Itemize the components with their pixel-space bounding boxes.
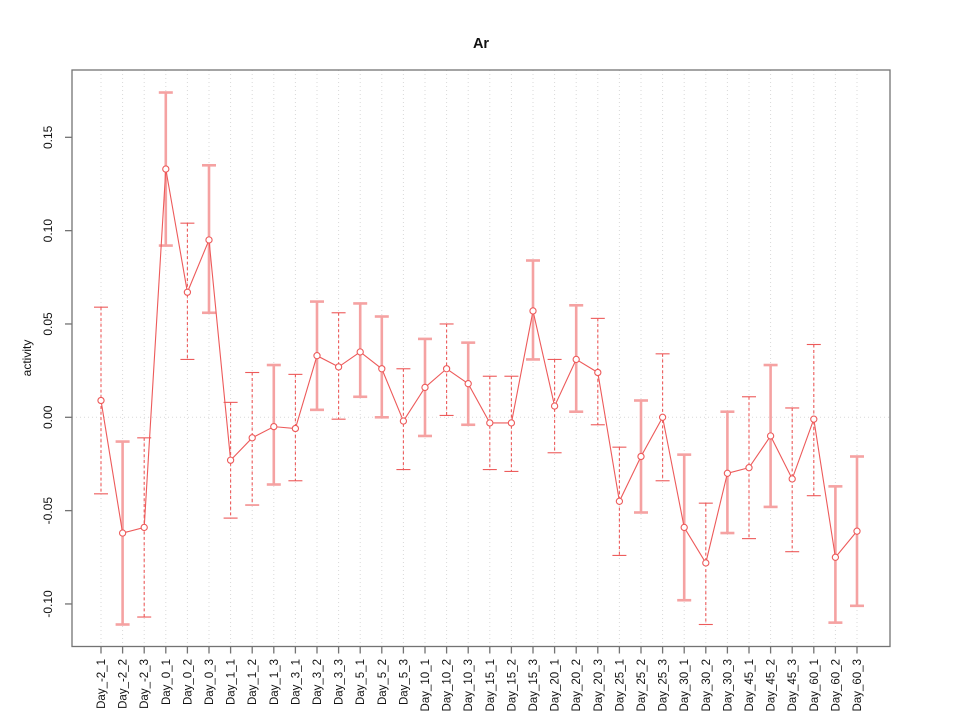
data-point-marker [291,424,300,433]
data-point-marker [831,553,840,561]
x-tick-label: Day_60_1 [809,659,821,711]
error-bar [612,446,627,556]
data-point-marker [421,383,429,392]
y-tick-label: 0.05 [41,312,55,336]
error-bar [590,317,605,426]
x-tick-label: Day_25_3 [658,659,670,711]
axes: -0.10 -0.05 0.00 0.05 0.10 0.15 Day_-2_1 Day_-2… [41,125,864,711]
x-tick-label: Day_30_1 [679,659,691,711]
data-point-marker [183,288,192,296]
y-tick-label: 0.00 [41,405,55,429]
x-tick-label: Day_20_2 [571,659,583,711]
data-point-marker [97,396,105,405]
error-bar [94,306,108,495]
data-point-marker [270,422,278,431]
x-tick-label: Day_5_2 [377,659,389,705]
x-tick-label: Day_1_3 [269,659,281,705]
data-point-marker [810,415,818,423]
data-point-marker [788,475,796,483]
data-point-marker [615,497,624,505]
chart-title: Ar [472,36,490,52]
data-point-marker [205,236,213,244]
x-tick-label: Day_30_2 [701,659,713,711]
data-points [97,165,861,567]
x-tick-label: Day_60_2 [830,659,842,711]
data-point-marker [356,348,364,356]
y-tick-label: 0.15 [41,125,55,149]
x-tick-label: Day_45_2 [766,659,778,711]
x-tick-label: Day_45_1 [744,659,756,711]
data-point-marker [702,559,710,567]
error-bar [331,312,346,420]
data-point-marker [248,434,256,442]
x-tick-label: Day_25_2 [636,659,648,711]
data-point-marker [140,523,148,532]
x-tick-label: Day_0_3 [204,659,216,705]
data-point-marker [334,363,343,371]
data-point-marker [594,368,602,377]
x-tick-label: Day_45_3 [787,659,799,711]
y-tick-label: -0.05 [41,497,55,525]
x-tick-label: Day_20_3 [593,659,605,711]
x-tick-label: Day_30_3 [722,659,734,711]
x-tick-label: Day_1_1 [226,659,238,705]
data-point-marker [658,413,667,421]
data-point-marker [464,380,472,388]
y-tick-label: -0.10 [41,590,55,618]
x-tick-label: Day_3_2 [312,659,324,705]
x-tick-label: Day_15_1 [485,659,497,711]
data-point-marker [118,529,127,537]
x-tick-label: Day_20_1 [550,659,562,711]
data-point-marker [680,523,688,532]
data-point-marker [529,307,537,315]
x-tick-label: Day_5_3 [398,659,410,705]
data-point-marker [486,419,494,427]
data-point-marker [745,464,753,472]
x-tick-label: Day_25_1 [614,659,626,711]
error-bar [806,343,821,497]
x-tick-label: Day_5_1 [355,659,367,705]
data-point-marker [162,165,170,173]
y-tick-label: 0.10 [41,219,55,243]
x-tick-label: Day_0_1 [161,659,173,705]
x-tick-label: Day_-2_3 [139,659,151,709]
x-tick-label: Day_10_3 [463,659,475,711]
x-tick-label: Day_10_1 [420,659,432,711]
data-point-marker [313,352,321,360]
x-tick-label: Day_10_2 [442,659,454,711]
x-tick-label: Day_-2_2 [118,659,130,709]
x-tick-label: Day_15_3 [528,659,540,711]
gridlines [72,70,890,647]
plot-border [71,69,891,648]
error-bar [504,375,519,472]
data-point-marker [226,456,235,464]
data-point-marker [399,417,408,425]
x-tick-label: Day_0_2 [182,659,194,705]
data-point-marker [378,365,386,373]
x-tick-label: Day_60_3 [852,659,864,711]
data-point-marker [442,365,451,373]
data-point-marker [637,452,645,461]
data-point-marker [853,527,861,535]
x-tick-label: Day_15_2 [506,659,518,711]
data-point-marker [766,432,775,440]
error-bar [288,373,303,482]
data-point-marker [550,402,559,410]
error-bar [742,396,756,540]
x-tick-label: Day_1_2 [247,659,259,705]
data-point-marker [723,469,732,477]
series-line [100,168,858,565]
data-point-marker [507,419,516,427]
x-tick-label: Day_3_1 [290,659,302,705]
x-tick-label: Day_-2_1 [96,659,108,709]
x-tick-label: Day_3_3 [334,659,346,705]
data-point-marker [572,355,580,364]
